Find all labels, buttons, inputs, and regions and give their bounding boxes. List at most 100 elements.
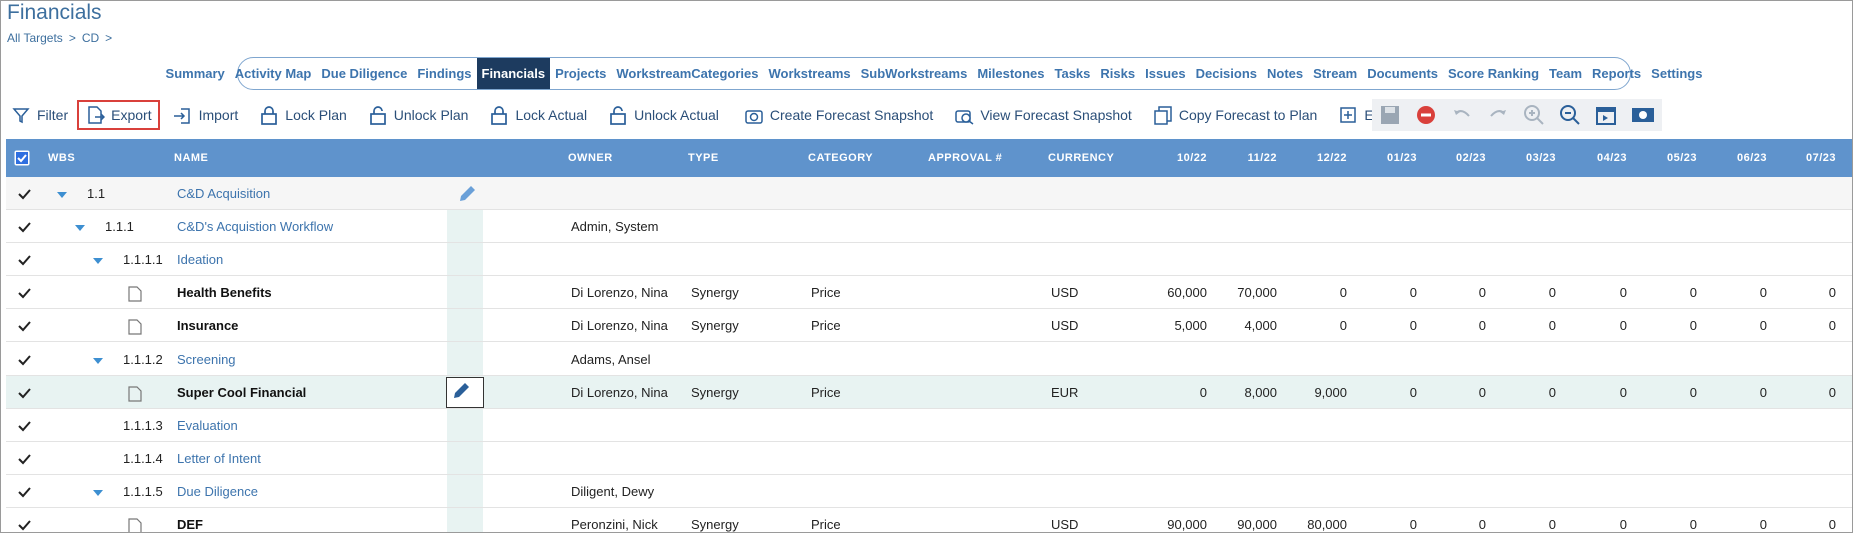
tab[interactable]: Issues	[1145, 66, 1186, 81]
toolbar-button[interactable]: Lock Actual	[483, 100, 593, 130]
tab[interactable]: Team	[1549, 66, 1583, 81]
icon-toolbar	[1372, 99, 1662, 131]
column-header: 05/23	[1666, 152, 1697, 164]
tab[interactable]: Stream	[1313, 66, 1358, 81]
zoom-in-icon[interactable]	[1522, 103, 1546, 127]
tab[interactable]: Reports	[1592, 66, 1642, 81]
table-row[interactable]: 1.1.1.3 Evaluation	[6, 409, 1852, 442]
toolbar-button[interactable]: Unlock Plan	[362, 100, 475, 130]
tab[interactable]: Decisions	[1195, 66, 1258, 81]
undo-icon[interactable]	[1450, 103, 1474, 127]
tab[interactable]: Activity Map	[234, 66, 312, 81]
tab[interactable]: Score Ranking	[1448, 66, 1540, 81]
tab[interactable]: Due Diligence	[321, 66, 408, 81]
tab[interactable]: Tasks	[1054, 66, 1091, 81]
table-row[interactable]: 1.1.1.2 Screening Adams, Ansel	[6, 343, 1852, 376]
expand-arrow[interactable]	[92, 257, 104, 265]
item-name[interactable]: Insurance	[177, 318, 239, 334]
item-name[interactable]: Due Diligence	[177, 483, 258, 499]
expand-arrow[interactable]	[92, 357, 104, 365]
tab[interactable]: Risks	[1100, 66, 1136, 81]
table-row[interactable]: 1.1.1 C&D's Acquistion Workflow Admin, Sys…	[6, 210, 1852, 244]
row-checkbox[interactable]	[16, 186, 32, 202]
item-name[interactable]: Letter of Intent	[177, 450, 261, 466]
toolbar-button[interactable]: Create Forecast Snapshot	[738, 100, 939, 130]
item-name[interactable]: DEF	[177, 517, 203, 532]
expand-arrow[interactable]	[56, 191, 68, 199]
column-header: 07/23	[1805, 152, 1836, 164]
value-cell: 0	[1199, 384, 1207, 400]
category-cell: Price	[811, 384, 841, 400]
category-cell: Price	[811, 285, 841, 301]
tab[interactable]: Financials	[476, 58, 551, 89]
cancel-icon[interactable]	[1414, 103, 1438, 127]
value-cell: 4,000	[1244, 318, 1277, 334]
tab[interactable]: SubWorkstreams	[860, 66, 968, 81]
tab[interactable]: Findings	[417, 66, 472, 81]
tab[interactable]: Projects	[555, 66, 607, 81]
toolbar-button[interactable]: Export	[77, 100, 160, 130]
toolbar-button[interactable]: Filter	[5, 100, 74, 130]
row-checkbox[interactable]	[16, 418, 32, 434]
save-icon[interactable]	[1378, 103, 1402, 127]
table-row[interactable]: 1.1.1.5 Due Diligence Diligent, Dewy	[6, 475, 1852, 508]
expand-arrow[interactable]	[92, 489, 104, 497]
select-all-checkbox[interactable]	[14, 150, 30, 166]
tab[interactable]: WorkstreamCategories	[616, 66, 759, 81]
row-checkbox[interactable]	[16, 484, 32, 500]
edit-button[interactable]	[452, 180, 482, 208]
row-checkbox[interactable]	[16, 285, 32, 301]
table-row[interactable]: 1.1 C&D Acquisition	[6, 177, 1852, 210]
toolbar-label: Export	[111, 107, 152, 123]
item-name[interactable]: C&D's Acquistion Workflow	[177, 219, 334, 235]
item-name[interactable]: Evaluation	[177, 417, 238, 433]
tab[interactable]: Summary	[165, 66, 225, 81]
item-name[interactable]: Ideation	[177, 252, 224, 268]
tab[interactable]: Documents	[1367, 66, 1439, 81]
calendar-icon[interactable]	[1594, 103, 1618, 127]
item-name[interactable]: C&D Acquisition	[177, 186, 271, 201]
tab[interactable]: Notes	[1267, 66, 1304, 81]
table-row[interactable]: 1.1.1.4 Letter of Intent	[6, 442, 1852, 475]
table-row[interactable]: Insurance Di Lorenzo, Nina Synergy Price USD…	[6, 309, 1852, 343]
row-checkbox[interactable]	[16, 352, 32, 368]
row-checkbox[interactable]	[16, 219, 32, 235]
toolbar-icon	[88, 106, 106, 124]
column-header: NAME	[174, 152, 209, 164]
row-checkbox[interactable]	[16, 252, 32, 268]
redo-icon[interactable]	[1486, 103, 1510, 127]
toolbar-button[interactable]: Copy Forecast to Plan	[1147, 100, 1324, 130]
tab[interactable]: Settings	[1651, 66, 1703, 81]
expand-arrow[interactable]	[74, 224, 86, 232]
toolbar-button[interactable]: View Forecast Snapshot	[948, 100, 1138, 130]
toolbar-button[interactable]: Import	[167, 100, 245, 130]
toolbar-icon	[369, 106, 386, 125]
category-cell: Price	[811, 517, 841, 532]
currency-icon[interactable]	[1630, 103, 1656, 127]
row-checkbox[interactable]	[16, 318, 32, 334]
breadcrumb-link[interactable]: CD	[81, 31, 100, 45]
tab[interactable]: Workstreams	[768, 66, 851, 81]
row-checkbox[interactable]	[16, 517, 32, 533]
category-cell: Price	[811, 318, 841, 334]
row-checkbox[interactable]	[16, 451, 32, 467]
edit-button[interactable]	[446, 376, 484, 408]
value-cell: 80,000	[1307, 517, 1347, 532]
value-cell: 0	[1478, 285, 1486, 301]
tab[interactable]: Milestones	[977, 66, 1045, 81]
toolbar-button[interactable]: Lock Plan	[253, 100, 352, 130]
table-row[interactable]: 1.1.1.1 Ideation	[6, 243, 1852, 277]
page-title: Financials	[7, 1, 102, 24]
item-name[interactable]: Health Benefits	[177, 285, 272, 301]
breadcrumb-link[interactable]: All Targets	[7, 31, 63, 45]
zoom-out-icon[interactable]	[1558, 103, 1582, 127]
item-name[interactable]: Super Cool Financial	[177, 384, 307, 400]
currency-cell: EUR	[1051, 384, 1079, 400]
item-name[interactable]: Screening	[177, 351, 236, 367]
table-row[interactable]: Health Benefits Di Lorenzo, Nina Synergy Pr…	[6, 276, 1852, 310]
toolbar-button[interactable]: Unlock Actual	[602, 100, 725, 130]
row-checkbox[interactable]	[16, 385, 32, 401]
value-cell: 0	[1409, 384, 1417, 400]
table-row[interactable]: DEF Peronzini, Nick Synergy Price USD 90,000 9…	[6, 508, 1852, 533]
table-row[interactable]: Super Cool Financial Di Lorenzo, Nina Syne…	[6, 375, 1852, 409]
